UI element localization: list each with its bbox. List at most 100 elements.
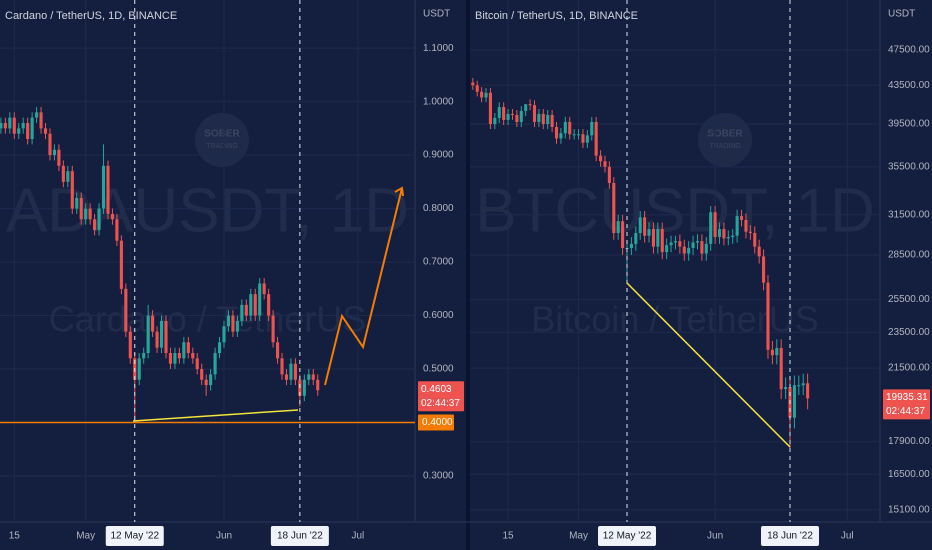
- candle-body: [66, 171, 70, 182]
- y-tick-label: 15100.00: [888, 505, 930, 516]
- candle-body: [585, 135, 589, 143]
- candle-body: [244, 304, 248, 316]
- candle-body: [128, 331, 132, 359]
- y-tick-label: 0.3000: [423, 471, 454, 482]
- candle-body: [316, 379, 320, 391]
- candle-body: [717, 229, 722, 238]
- candle-body: [643, 217, 647, 236]
- y-tick-label: 43500.00: [888, 80, 930, 91]
- candle-body: [79, 197, 83, 220]
- logo-badge: [698, 113, 752, 167]
- candle-body: [43, 128, 48, 134]
- candle-body: [550, 114, 554, 128]
- candle-body: [271, 315, 275, 343]
- candle-body: [84, 208, 88, 220]
- watermark: Cardano / TetherUS: [49, 299, 367, 340]
- candle-body: [204, 379, 208, 386]
- candle-body: [528, 104, 532, 106]
- candle-body: [115, 219, 119, 241]
- candle-body: [700, 241, 704, 254]
- y-tick-label: 0.5000: [423, 364, 454, 375]
- candle-body: [119, 240, 123, 289]
- candle-body: [669, 242, 673, 246]
- candle-body: [284, 374, 289, 380]
- candle-body: [554, 127, 559, 139]
- candle-body: [753, 233, 757, 247]
- y-tick-label: 31500.00: [888, 209, 930, 220]
- candle-body: [146, 315, 150, 353]
- candle-body: [779, 348, 783, 390]
- candle-body: [695, 241, 700, 243]
- candle-body: [616, 221, 620, 234]
- candle-body: [52, 149, 57, 156]
- candle-body: [612, 182, 616, 234]
- candle-body: [488, 92, 492, 124]
- candle-body: [293, 363, 297, 380]
- candle-body: [634, 233, 638, 244]
- candle-body: [75, 197, 79, 209]
- watermark: BTCUSDT, 1D: [475, 176, 875, 245]
- y-tick-label: 17900.00: [888, 436, 930, 447]
- candle-body: [524, 104, 528, 111]
- candle-body: [731, 235, 735, 238]
- candle-body: [275, 342, 280, 359]
- y-tick-label: 39500.00: [888, 119, 930, 130]
- candle-body: [519, 110, 523, 122]
- candle-body: [510, 113, 515, 115]
- y-tick-label: 23500.00: [888, 327, 930, 338]
- y-tick-label: 1.0000: [423, 96, 454, 107]
- candle-body: [307, 374, 311, 380]
- candle-body: [124, 288, 128, 332]
- candle-body: [484, 92, 488, 98]
- y-tick-label: 16500.00: [888, 469, 930, 480]
- candle-body: [801, 383, 805, 386]
- candle-body: [222, 326, 226, 343]
- y-tick-label: 0.6000: [423, 310, 454, 321]
- candle-body: [656, 229, 660, 247]
- y-tick-label: 0.7000: [423, 257, 454, 268]
- logo-text: TRADING: [709, 143, 741, 150]
- logo-text: SOBER: [204, 129, 240, 140]
- watermark: ADAUSDT, 1D: [6, 176, 409, 245]
- candle-body: [164, 320, 168, 353]
- candle-body: [563, 121, 567, 134]
- candle-body: [159, 320, 164, 348]
- candle-body: [101, 165, 106, 209]
- candle-body: [594, 121, 598, 156]
- right-plot: BTCUSDT, 1D Bitcoin / TetherUS SOBER TRADIN…: [470, 0, 880, 522]
- candle-body: [603, 161, 607, 167]
- candle-body: [137, 358, 141, 380]
- candle-body: [302, 379, 306, 396]
- candle-body: [226, 315, 231, 327]
- last-price-box: [418, 381, 464, 412]
- candle-body: [673, 241, 678, 243]
- candle-body: [757, 246, 761, 257]
- candle-body: [61, 165, 65, 182]
- candle-body: [155, 331, 159, 348]
- candle-body: [200, 369, 204, 380]
- candle-body: [660, 229, 664, 253]
- candle-body: [762, 256, 766, 283]
- x-tick-label: May: [569, 531, 588, 542]
- candle-body: [57, 149, 61, 166]
- level-label-box: [418, 414, 454, 431]
- candle-body: [770, 349, 774, 356]
- candle-body: [691, 242, 695, 248]
- candle-body: [744, 219, 748, 232]
- candle-body: [665, 245, 669, 253]
- candle-body: [629, 243, 633, 248]
- candle-body: [784, 387, 788, 390]
- y-tick-label: 35500.00: [888, 161, 930, 172]
- logo-text: TRADING: [206, 143, 238, 150]
- candle-body: [258, 283, 262, 316]
- candle-body: [173, 352, 177, 364]
- candle-body: [30, 117, 34, 140]
- y-tick-label: 1.1000: [423, 43, 454, 54]
- candle-body: [607, 166, 611, 183]
- candle-body: [231, 315, 235, 332]
- candle-body: [8, 117, 12, 129]
- candle-body: [253, 294, 257, 316]
- candle-body: [532, 105, 537, 122]
- candle-body: [17, 128, 21, 134]
- candle-body: [26, 123, 30, 140]
